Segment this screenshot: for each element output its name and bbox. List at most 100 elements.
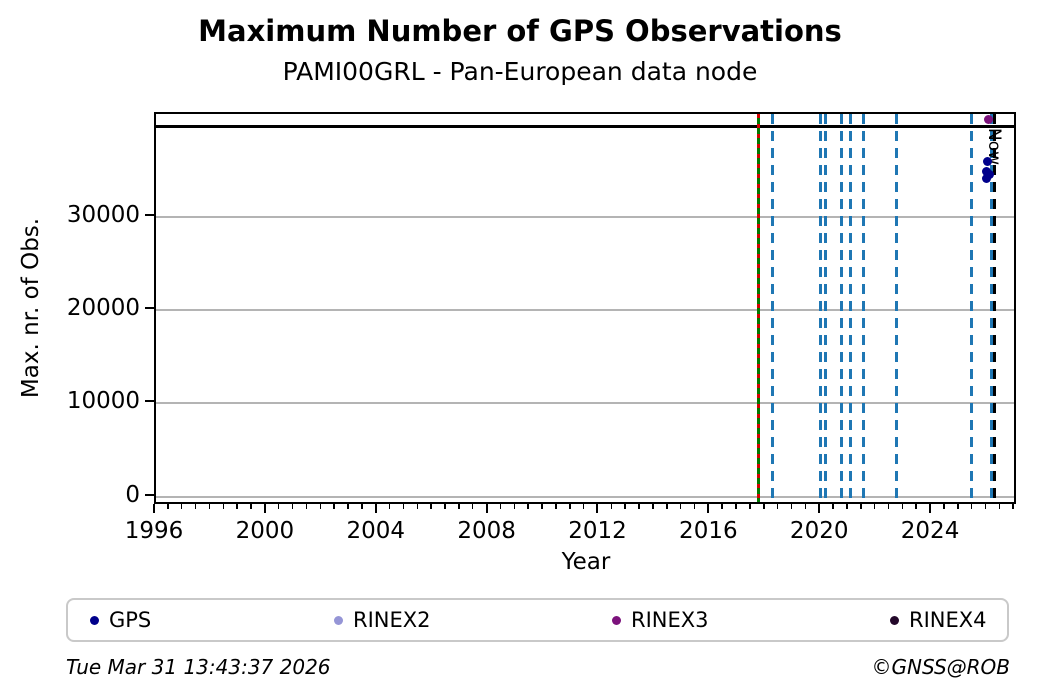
x-major-tick	[929, 504, 932, 513]
x-minor-tick	[180, 504, 183, 509]
data-gap-line	[840, 114, 844, 502]
data-gap-line	[862, 114, 866, 502]
x-minor-tick	[333, 504, 335, 509]
legend-entry-rinex4: RINEX4	[890, 600, 987, 640]
gridline	[156, 215, 1014, 218]
x-minor-tick	[873, 504, 876, 509]
x-minor-tick	[790, 504, 793, 509]
legend-marker-rinex3	[612, 615, 621, 625]
x-minor-tick	[915, 504, 917, 509]
timestamp: Tue Mar 31 13:43:37 2026	[66, 655, 331, 679]
x-minor-tick	[749, 504, 751, 509]
y-major-tick	[145, 307, 154, 309]
x-minor-tick	[846, 504, 848, 509]
x-minor-tick	[416, 504, 419, 509]
x-major-tick	[153, 504, 155, 513]
legend-entry-gps: GPS	[90, 600, 151, 640]
x-minor-tick	[347, 504, 349, 509]
x-minor-tick	[236, 504, 238, 509]
x-minor-tick	[970, 504, 973, 509]
x-minor-tick	[305, 504, 308, 509]
x-minor-tick	[388, 504, 391, 509]
x-major-tick	[374, 504, 377, 513]
x-minor-tick	[763, 504, 765, 509]
x-minor-tick	[679, 504, 682, 509]
legend: GPS RINEX2 RINEX3 RINEX4	[66, 598, 1009, 642]
x-major-tick	[818, 504, 821, 513]
legend-marker-rinex2	[334, 615, 343, 625]
plot-area: Now	[154, 112, 1016, 504]
x-major-tick	[485, 504, 488, 513]
legend-label: GPS	[109, 608, 152, 632]
x-minor-tick	[541, 504, 543, 509]
max-observations-line	[156, 125, 1014, 129]
data-gap-line	[894, 114, 898, 502]
x-minor-tick	[430, 504, 432, 509]
data-gap-line	[970, 114, 974, 502]
y-tick-label: 30000	[66, 201, 140, 228]
x-minor-tick	[721, 504, 723, 509]
y-tick-label: 10000	[66, 388, 140, 415]
x-minor-tick	[957, 504, 959, 509]
x-minor-tick	[652, 504, 654, 509]
x-minor-tick	[499, 504, 502, 509]
x-axis-label: Year	[561, 549, 611, 575]
data-point-gps	[981, 173, 991, 183]
now-line	[992, 114, 996, 502]
x-minor-tick	[527, 504, 529, 509]
x-minor-tick	[832, 504, 834, 509]
x-minor-tick	[610, 504, 613, 509]
x-minor-tick	[624, 504, 626, 509]
data-gap-line	[818, 114, 822, 502]
credit: ©GNSS@ROB	[871, 655, 1011, 679]
x-tick-label: 2016	[679, 518, 738, 544]
x-tick-label: 2008	[457, 518, 516, 544]
x-minor-tick	[194, 504, 197, 509]
y-major-tick	[145, 493, 154, 496]
x-minor-tick	[693, 504, 696, 509]
y-tick-label: 0	[125, 481, 140, 508]
x-minor-tick	[998, 504, 1001, 509]
legend-entry-rinex3: RINEX3	[612, 600, 709, 640]
x-minor-tick	[887, 504, 890, 509]
legend-label: RINEX3	[631, 608, 709, 632]
y-major-tick	[145, 400, 154, 403]
chart-title: Maximum Number of GPS Observations	[198, 14, 842, 48]
x-minor-tick	[208, 504, 211, 509]
data-gap-line	[989, 114, 993, 502]
x-minor-tick	[291, 504, 294, 509]
x-tick-label: 2020	[789, 518, 849, 544]
x-tick-label: 2004	[346, 518, 406, 544]
legend-marker-rinex4	[890, 615, 899, 625]
legend-label: RINEX2	[353, 608, 431, 632]
data-gap-line	[848, 114, 852, 502]
gridline	[156, 309, 1014, 311]
x-minor-tick	[666, 504, 668, 509]
x-minor-tick	[582, 504, 585, 509]
x-minor-tick	[943, 504, 945, 509]
x-major-tick	[707, 504, 710, 513]
x-minor-tick	[638, 504, 640, 509]
x-minor-tick	[860, 504, 862, 509]
x-minor-tick	[361, 504, 363, 509]
x-minor-tick	[222, 504, 225, 509]
x-tick-label: 2000	[235, 518, 295, 544]
legend-marker-gps	[90, 615, 99, 625]
gridline	[156, 495, 1014, 498]
x-minor-tick	[901, 504, 904, 509]
legend-entry-rinex2: RINEX2	[334, 600, 431, 640]
y-major-tick	[145, 213, 154, 216]
x-minor-tick	[319, 504, 322, 509]
x-minor-tick	[458, 504, 460, 509]
x-minor-tick	[250, 504, 252, 509]
gridline	[156, 402, 1014, 405]
data-gap-line	[823, 114, 827, 502]
x-minor-tick	[984, 504, 987, 509]
x-tick-label: 2024	[900, 518, 960, 544]
x-major-tick	[596, 504, 599, 513]
data-gap-line	[771, 114, 775, 502]
x-minor-tick	[444, 504, 446, 509]
x-minor-tick	[804, 504, 807, 509]
legend-label: RINEX4	[909, 608, 987, 632]
